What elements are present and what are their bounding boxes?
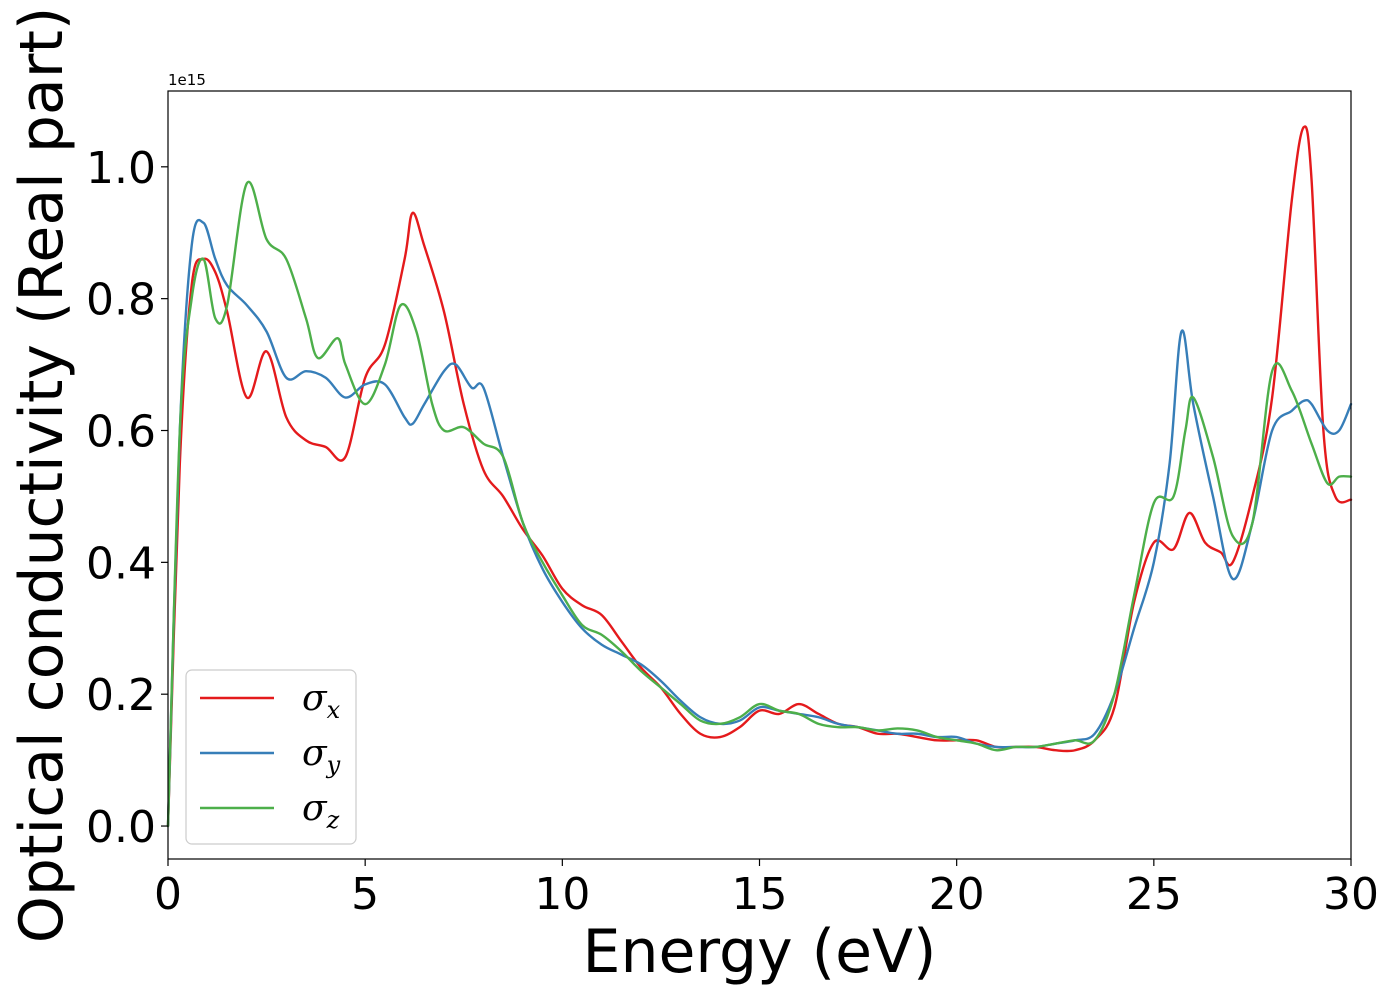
y-tick-label: 1.0 [86,143,156,194]
x-axis-ticks: 0 5 10 15 20 25 30 [154,859,1379,920]
x-tick-label: 0 [154,869,182,920]
series-lines-layer [166,125,1353,828]
x-axis-label: Energy (eV) [583,917,937,987]
series-line-y [166,218,1353,828]
y-tick-label: 0.8 [86,275,156,326]
y-axis-label: Optical conductivity (Real part) [7,7,77,944]
y-tick-label: 0.6 [86,407,156,458]
x-tick-label: 20 [929,869,985,920]
x-tick-label: 25 [1126,869,1182,920]
y-tick-label: 0.4 [86,538,156,589]
x-tick-label: 30 [1323,869,1379,920]
y-axis-offset-text: 1e15 [168,71,206,89]
y-axis-ticks: 0.0 0.2 0.4 0.6 0.8 1.0 [86,143,168,853]
x-tick-label: 15 [732,869,788,920]
series-line-x [166,125,1353,828]
legend-box [185,669,357,845]
series-line-z [166,180,1353,828]
x-tick-label: 5 [351,869,379,920]
x-tick-label: 10 [534,869,590,920]
y-tick-label: 0.0 [86,802,156,853]
y-tick-label: 0.2 [86,670,156,721]
